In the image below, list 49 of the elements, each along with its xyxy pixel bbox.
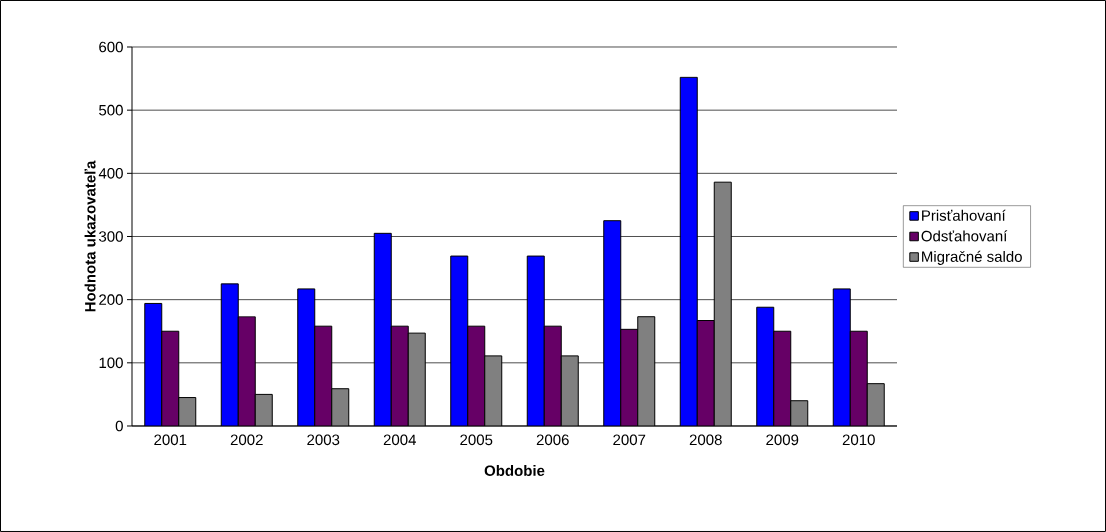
y-tick-label: 600 (99, 41, 123, 53)
bar (832, 288, 851, 426)
x-tick-label: 2010 (842, 434, 875, 446)
x-tick-label: 2004 (383, 434, 416, 446)
bar (714, 182, 732, 426)
y-tick-label: 100 (99, 357, 123, 369)
bar (544, 326, 562, 426)
bar (866, 383, 885, 426)
bar (297, 288, 315, 426)
x-tick-label: 2001 (154, 434, 187, 446)
bar (221, 283, 239, 426)
legend-label: Odsťahovaní (921, 230, 1008, 242)
legend-label: Migračné saldo (922, 250, 1022, 265)
bar (238, 316, 256, 426)
bar (637, 316, 655, 426)
bar (527, 256, 545, 426)
x-tick-label: 2007 (613, 434, 646, 446)
bar (849, 330, 868, 426)
y-tick-label: 500 (99, 104, 123, 116)
bar (773, 331, 791, 426)
x-axis-title: Obdobie (484, 465, 545, 477)
x-tick-label: 2002 (230, 434, 263, 446)
bar (331, 388, 349, 426)
y-tick-label: 200 (99, 294, 123, 305)
bar (144, 303, 162, 426)
x-tick-label: 2006 (536, 434, 569, 446)
legend-label: Prisťahovaní (922, 209, 1006, 221)
bar (314, 326, 332, 426)
y-tick-label: 300 (99, 231, 123, 242)
x-tick-label: 2005 (460, 434, 493, 446)
y-tick-label: 400 (98, 168, 123, 179)
x-tick-label: 2009 (766, 434, 799, 446)
bar (374, 233, 392, 426)
bar (756, 307, 774, 426)
bar (467, 326, 485, 426)
bar (620, 329, 638, 426)
bar (391, 326, 409, 426)
bar (697, 320, 715, 426)
bar (680, 77, 698, 426)
bar (450, 256, 468, 426)
x-tick-label: 2008 (689, 434, 722, 446)
y-tick-label: 0 (115, 420, 123, 432)
bar (603, 220, 621, 426)
bar (408, 333, 426, 426)
bar (561, 355, 579, 426)
y-axis-title: Hodnota ukazovateľa (84, 160, 96, 312)
bar (161, 331, 179, 426)
x-tick-label: 2003 (307, 434, 340, 446)
bar (484, 355, 502, 426)
